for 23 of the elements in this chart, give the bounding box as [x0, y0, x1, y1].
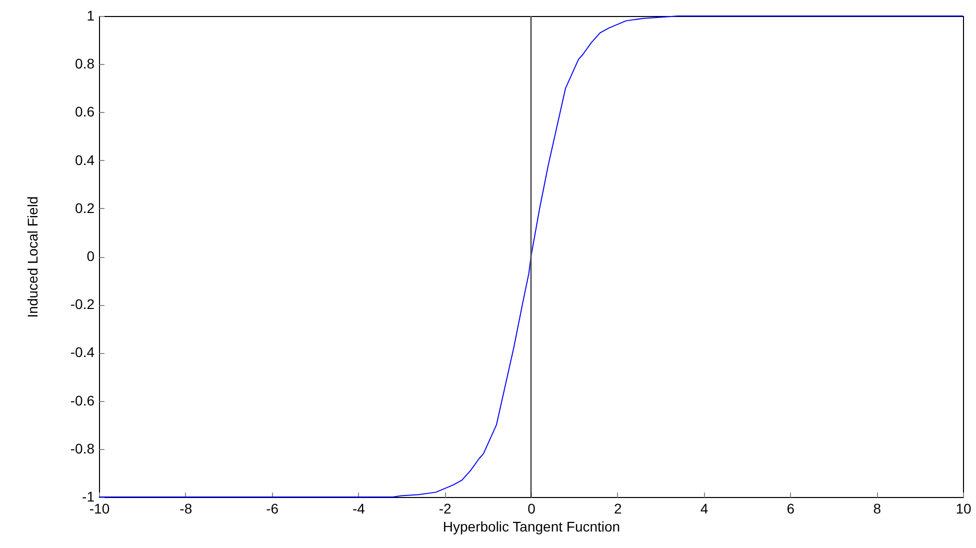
y-tick-label: -0.8 — [70, 440, 95, 456]
x-tick-label: 0 — [528, 500, 536, 516]
y-tick-label: 1 — [86, 8, 95, 24]
y-tick-label: 0.4 — [75, 152, 95, 168]
x-tick-label: -2 — [438, 500, 452, 516]
y-tick-label: 0.6 — [75, 104, 95, 120]
x-tick-label: -4 — [352, 500, 366, 516]
x-tick-label: 10 — [956, 500, 972, 516]
line-series — [98, 16, 964, 498]
x-tick-label: 2 — [614, 500, 622, 516]
y-tick-label: -0.2 — [70, 296, 95, 312]
x-axis-title: Hyperbolic Tangent Fucntion — [442, 518, 620, 534]
y-tick-label: 0.8 — [75, 56, 95, 72]
y-tick-label: 0.2 — [75, 200, 95, 216]
y-tick-label: 0 — [86, 248, 95, 264]
y-axis-title: Induced Local Field — [24, 196, 40, 318]
x-tick-label: 6 — [786, 500, 795, 516]
x-tick-label: 8 — [873, 500, 882, 516]
x-tick-label: 4 — [700, 500, 708, 516]
x-tick-label: -8 — [180, 500, 192, 516]
y-tick-label: -0.4 — [70, 344, 95, 360]
y-tick-label: -0.6 — [70, 392, 95, 408]
x-tick-label: -6 — [266, 500, 279, 516]
